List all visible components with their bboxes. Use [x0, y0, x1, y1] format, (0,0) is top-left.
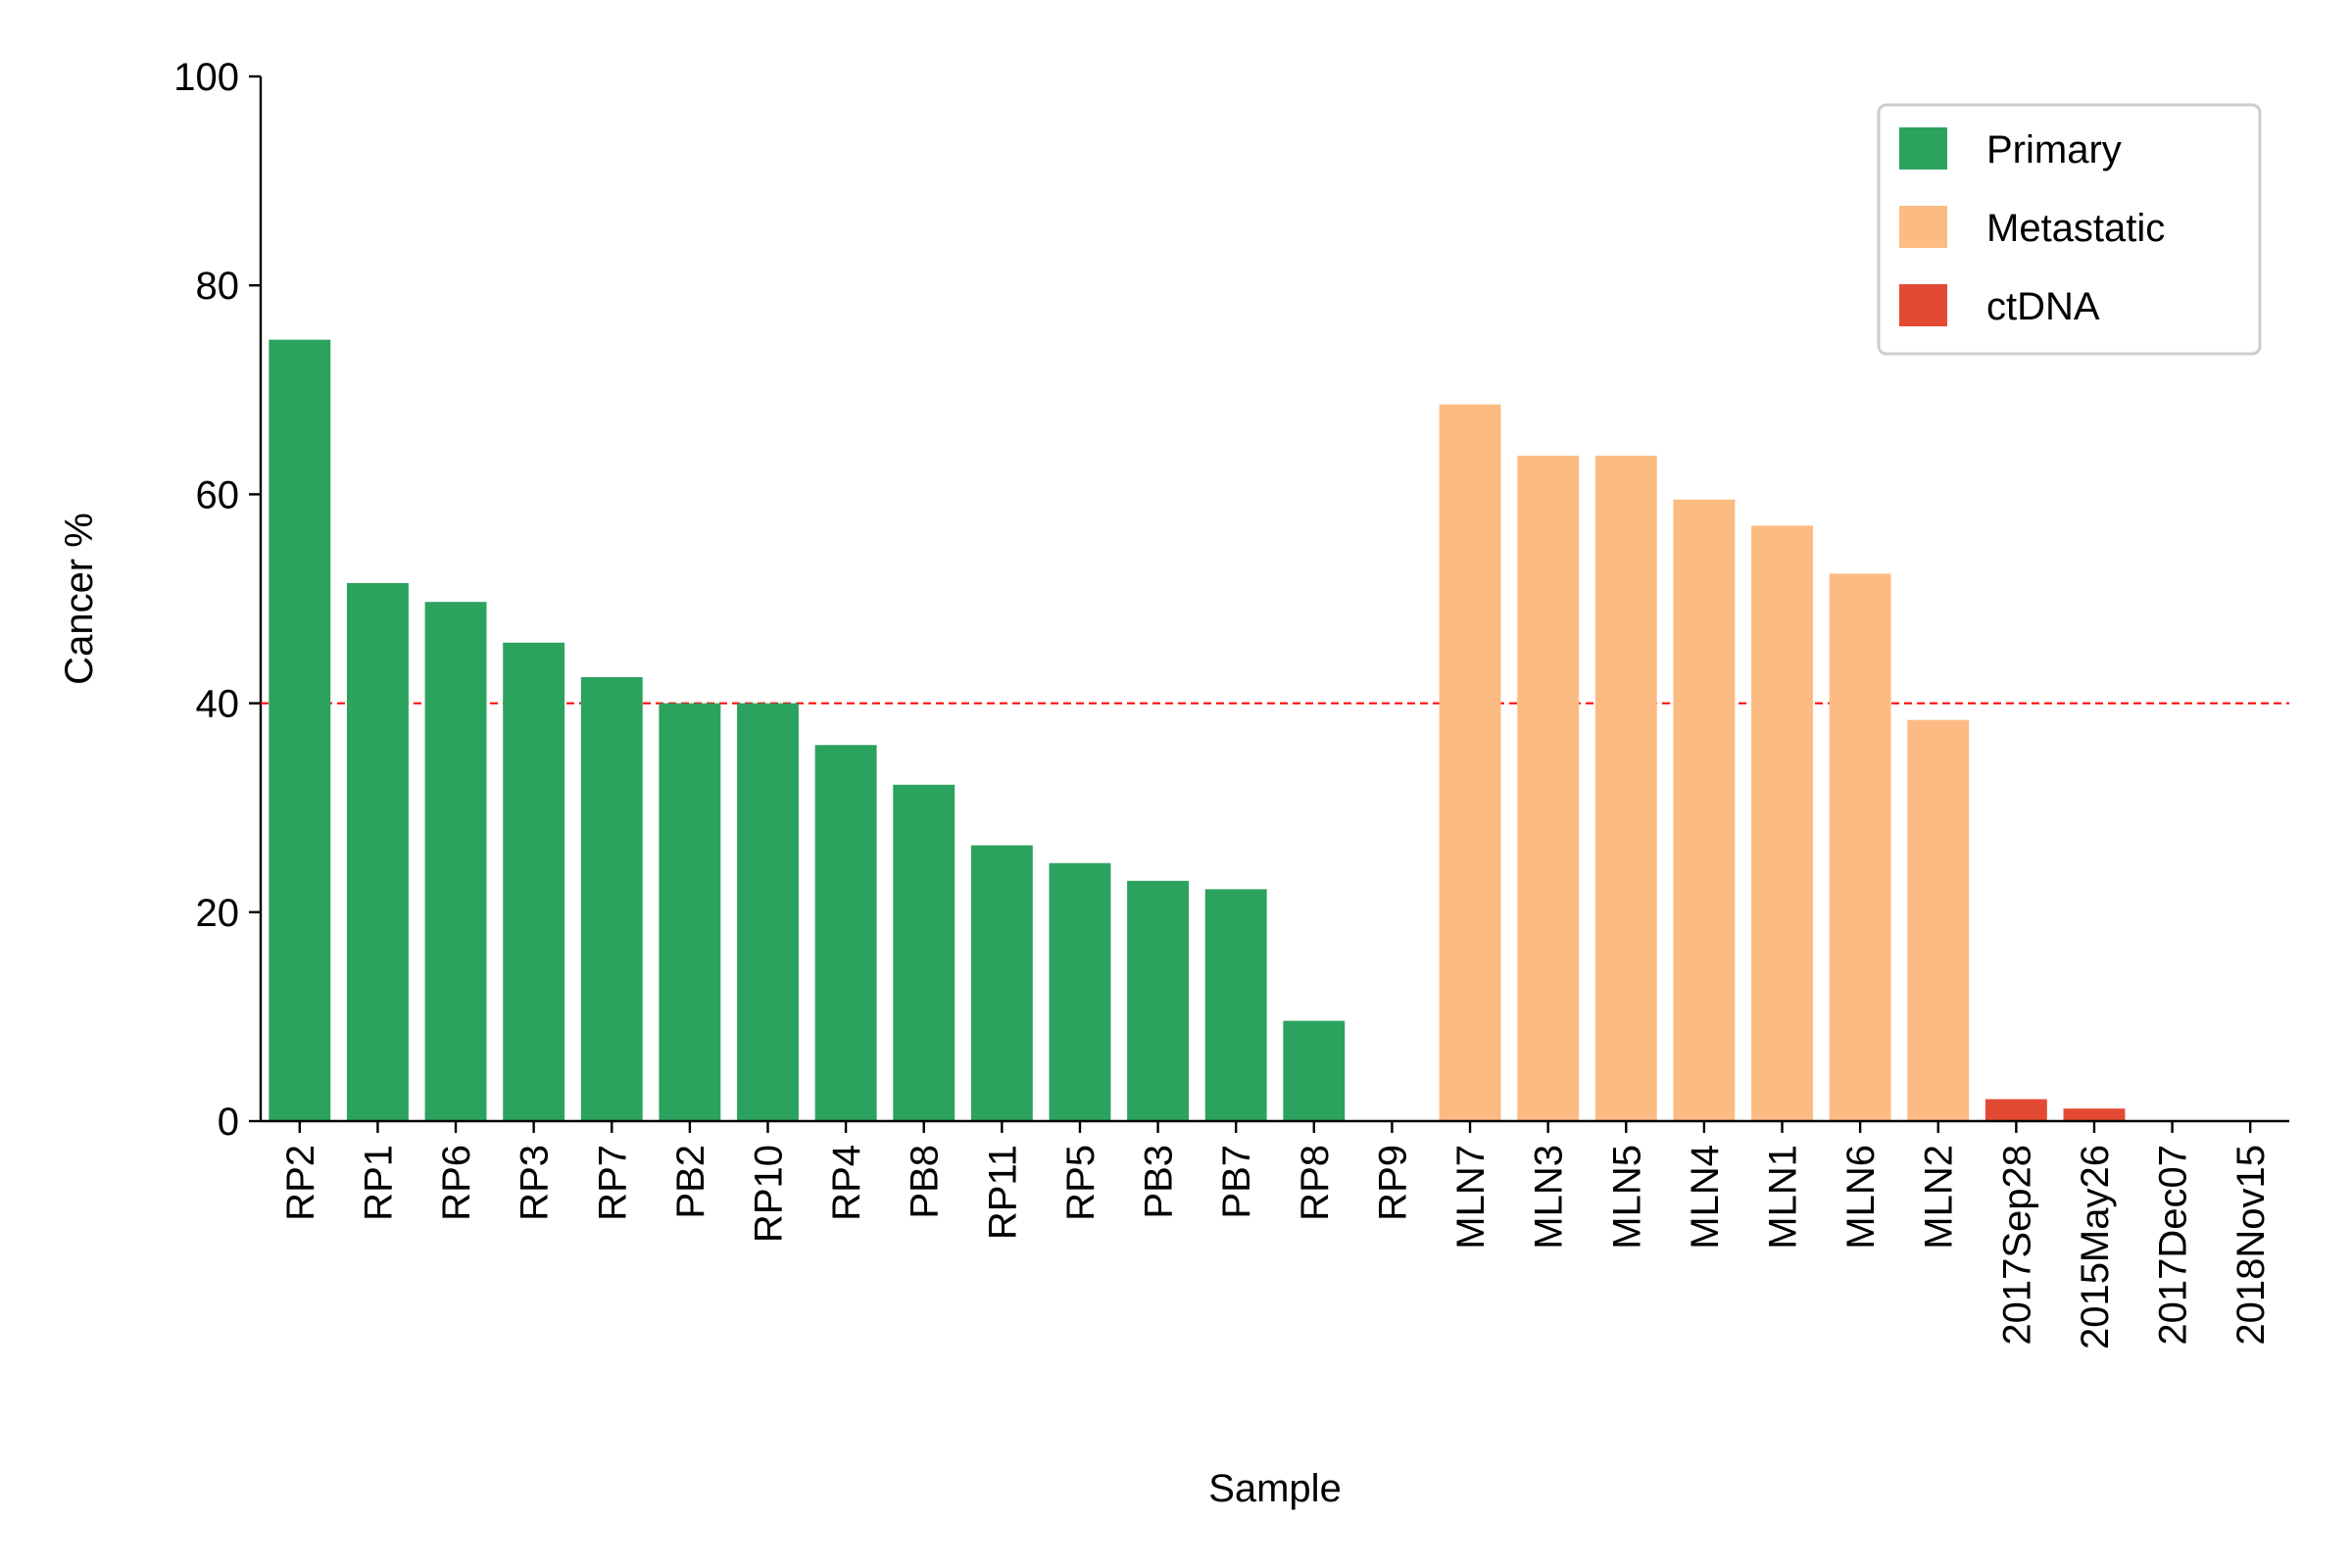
bar-MLN5	[1594, 455, 1657, 1121]
x-tick-label: RP2	[279, 1145, 322, 1221]
x-axis-title: Sample	[1208, 1467, 1342, 1510]
bar-MLN6	[1829, 573, 1891, 1121]
x-tick-label: RP11	[981, 1145, 1024, 1240]
bar-RP10	[737, 703, 799, 1121]
y-tick-label: 80	[196, 265, 240, 308]
x-tick-label: 2017Sep28	[1995, 1145, 2038, 1346]
bar-MLN2	[1907, 719, 1970, 1121]
x-tick-label: MLN5	[1605, 1145, 1648, 1250]
legend-frame	[1877, 103, 2262, 356]
bar-RP3	[503, 642, 565, 1121]
legend-label-primary: Primary	[1986, 128, 2122, 172]
x-tick-label: RP5	[1059, 1145, 1102, 1221]
y-tick-label: 0	[218, 1101, 239, 1144]
bar-RP6	[424, 602, 487, 1121]
x-tick-label: RP10	[748, 1145, 791, 1243]
legend-label-ctdna: ctDNA	[1986, 285, 2100, 328]
y-axis-title: Cancer %	[58, 513, 101, 685]
y-tick-label: 40	[196, 683, 240, 726]
bar-RP11	[970, 845, 1033, 1121]
x-tick-label: PB2	[669, 1145, 712, 1219]
x-tick-label: PB3	[1138, 1145, 1181, 1219]
x-tick-label: 2015May26	[2074, 1145, 2117, 1349]
y-axis: 0 20 40 60 80 100	[173, 56, 263, 1144]
legend-swatch-ctdna	[1899, 284, 1947, 326]
bar-RP8	[1283, 1020, 1346, 1121]
bars-group	[269, 339, 2126, 1122]
x-tick-label: 2017Dec07	[2152, 1145, 2195, 1346]
legend: Primary Metastatic ctDNA	[1877, 103, 2262, 356]
x-tick-label: RP4	[825, 1145, 868, 1221]
y-tick-label: 20	[196, 892, 240, 935]
bar-PB7	[1204, 889, 1267, 1121]
y-tick-label: 100	[173, 56, 239, 99]
bar-MLN1	[1751, 525, 1813, 1121]
x-tick-label: MLN2	[1918, 1145, 1961, 1250]
x-axis: RP2 RP1 RP6 RP3 RP7 PB2 RP10 RP4 PB8 RP11 RP5 PB3 PB…	[261, 1119, 2289, 1349]
bar-RP4	[814, 745, 877, 1121]
x-tick-label: PB8	[904, 1145, 947, 1219]
x-tick-label: MLN7	[1449, 1145, 1493, 1250]
bar-PB3	[1127, 880, 1190, 1121]
x-tick-label: RP9	[1371, 1145, 1414, 1221]
x-tick-label: RP3	[514, 1145, 557, 1221]
bar-MLN4	[1673, 499, 1736, 1122]
bar-RP5	[1049, 862, 1111, 1121]
bar-PB2	[659, 703, 721, 1121]
bar-RP1	[346, 583, 409, 1121]
bar-2015May26	[2063, 1108, 2126, 1121]
bar-RP7	[580, 676, 643, 1121]
bar-2017Sep28	[1984, 1099, 2047, 1121]
legend-swatch-primary	[1899, 127, 1947, 170]
x-tick-label: MLN6	[1839, 1145, 1883, 1250]
x-tick-label: RP8	[1294, 1145, 1337, 1221]
x-tick-label: MLN4	[1684, 1145, 1727, 1250]
x-tick-label: RP7	[591, 1145, 634, 1221]
legend-swatch-metastatic	[1899, 206, 1947, 248]
x-tick-label: RP6	[435, 1145, 478, 1221]
bar-PB8	[893, 784, 956, 1121]
legend-label-metastatic: Metastatic	[1986, 207, 2165, 250]
x-tick-label: MLN1	[1762, 1145, 1805, 1250]
y-tick-label: 60	[196, 473, 240, 516]
x-tick-label: PB7	[1215, 1145, 1258, 1219]
bar-RP2	[269, 339, 331, 1122]
bar-MLN7	[1439, 404, 1501, 1121]
x-tick-label: MLN3	[1528, 1145, 1571, 1250]
bar-MLN3	[1517, 455, 1580, 1121]
x-tick-label: 2018Nov15	[2230, 1145, 2273, 1346]
x-tick-label: RP1	[357, 1145, 400, 1221]
